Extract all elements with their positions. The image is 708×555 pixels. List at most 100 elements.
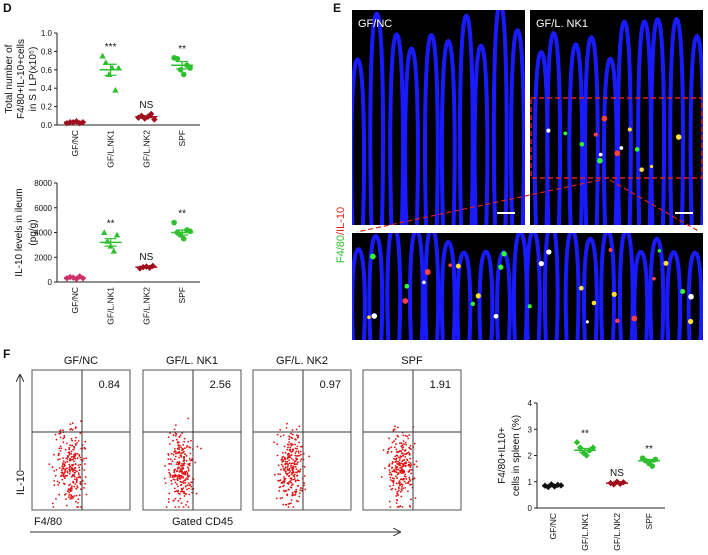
flow-event xyxy=(397,494,400,497)
flow-event xyxy=(404,465,407,468)
flow-event xyxy=(75,436,77,439)
speck xyxy=(501,251,507,257)
flow-event xyxy=(173,469,176,472)
flow-event xyxy=(409,462,412,464)
flow-event xyxy=(298,441,300,444)
flow-event xyxy=(296,471,298,474)
data-point xyxy=(151,116,158,123)
flow-event xyxy=(64,468,67,471)
flow-event xyxy=(289,448,292,451)
data-point xyxy=(620,479,627,486)
x-tick-label: SPF xyxy=(177,287,187,304)
micro-panel xyxy=(530,10,703,225)
significance: *** xyxy=(105,42,117,53)
flow-event xyxy=(182,506,185,508)
flow-event xyxy=(188,487,190,490)
flow-event xyxy=(293,494,295,496)
flow-event xyxy=(297,454,299,457)
flow-event xyxy=(71,485,73,488)
microscopy: GF/NC GF/L. NK1 xyxy=(352,10,703,340)
flow-event xyxy=(78,469,81,472)
flow-event xyxy=(284,489,287,492)
flow-event xyxy=(287,488,290,491)
data-point xyxy=(180,71,187,78)
flow-event xyxy=(174,490,176,493)
flow-event xyxy=(184,485,187,487)
flow-event xyxy=(172,453,175,456)
flow-event xyxy=(289,442,292,445)
flow-event xyxy=(178,446,181,449)
flow-event xyxy=(172,474,175,477)
flow-event xyxy=(399,478,402,481)
x-tick-label: SPF xyxy=(177,130,187,147)
flow-event xyxy=(413,442,416,445)
flow-event xyxy=(288,435,291,438)
flow-event xyxy=(78,474,80,476)
flow-event xyxy=(168,498,170,500)
flow-box xyxy=(362,369,462,511)
flow-event xyxy=(275,497,278,500)
zoom-box xyxy=(530,97,703,179)
flow-event xyxy=(298,471,301,473)
flow-event xyxy=(171,474,174,477)
data-point xyxy=(102,59,110,65)
flow-event xyxy=(410,448,412,451)
flow-event xyxy=(288,438,291,441)
flow-event xyxy=(287,443,290,446)
flow-event xyxy=(293,463,296,465)
flow-event xyxy=(399,455,402,457)
flow-event xyxy=(178,506,181,508)
villus xyxy=(491,10,509,225)
flow-event xyxy=(183,437,186,440)
flow-event xyxy=(185,459,188,462)
flow-event xyxy=(285,427,288,429)
flow-event xyxy=(71,467,74,470)
flow-box xyxy=(31,369,131,511)
flow-event xyxy=(409,444,412,447)
flow-event xyxy=(195,492,198,495)
flow-event xyxy=(181,481,183,484)
flow-event xyxy=(394,467,397,469)
flow-event xyxy=(283,445,286,448)
flow-event xyxy=(401,506,404,508)
flow-event xyxy=(405,443,408,446)
flow-event xyxy=(182,480,185,482)
flow-event xyxy=(295,450,298,453)
flow-event xyxy=(69,489,72,492)
panel-letter: D xyxy=(3,1,12,15)
flow-event xyxy=(290,479,293,481)
speck xyxy=(470,301,476,306)
speck xyxy=(402,298,409,304)
flow-event xyxy=(176,461,179,463)
flow-event xyxy=(400,468,403,471)
sem-bar xyxy=(104,238,117,247)
flow-event xyxy=(294,447,297,450)
y-tick-label: 0.0 xyxy=(41,121,53,130)
flow-event xyxy=(72,474,74,477)
flow-event xyxy=(282,480,284,483)
villus xyxy=(632,249,650,340)
flow-event xyxy=(403,475,406,478)
flow-event xyxy=(163,477,166,480)
flow-event xyxy=(294,454,297,457)
sem-bar xyxy=(579,447,591,453)
flow-xlabel: F4/80 xyxy=(34,516,62,528)
flow-event xyxy=(405,453,407,456)
flow-event xyxy=(284,461,287,463)
flow-event xyxy=(388,500,391,503)
flow-event xyxy=(175,438,178,441)
flow-event xyxy=(184,471,187,474)
speck xyxy=(422,280,426,285)
villus xyxy=(455,250,473,340)
flow-event xyxy=(78,494,81,497)
flow-event xyxy=(395,502,398,504)
villus xyxy=(509,28,525,225)
flow-event xyxy=(286,422,288,425)
flow-event xyxy=(380,476,383,478)
flow-event xyxy=(282,455,284,458)
flow-event xyxy=(72,455,75,458)
flow-event xyxy=(392,429,395,431)
flow-event xyxy=(182,487,185,489)
flow-event xyxy=(404,441,407,444)
flow-event xyxy=(407,451,410,454)
